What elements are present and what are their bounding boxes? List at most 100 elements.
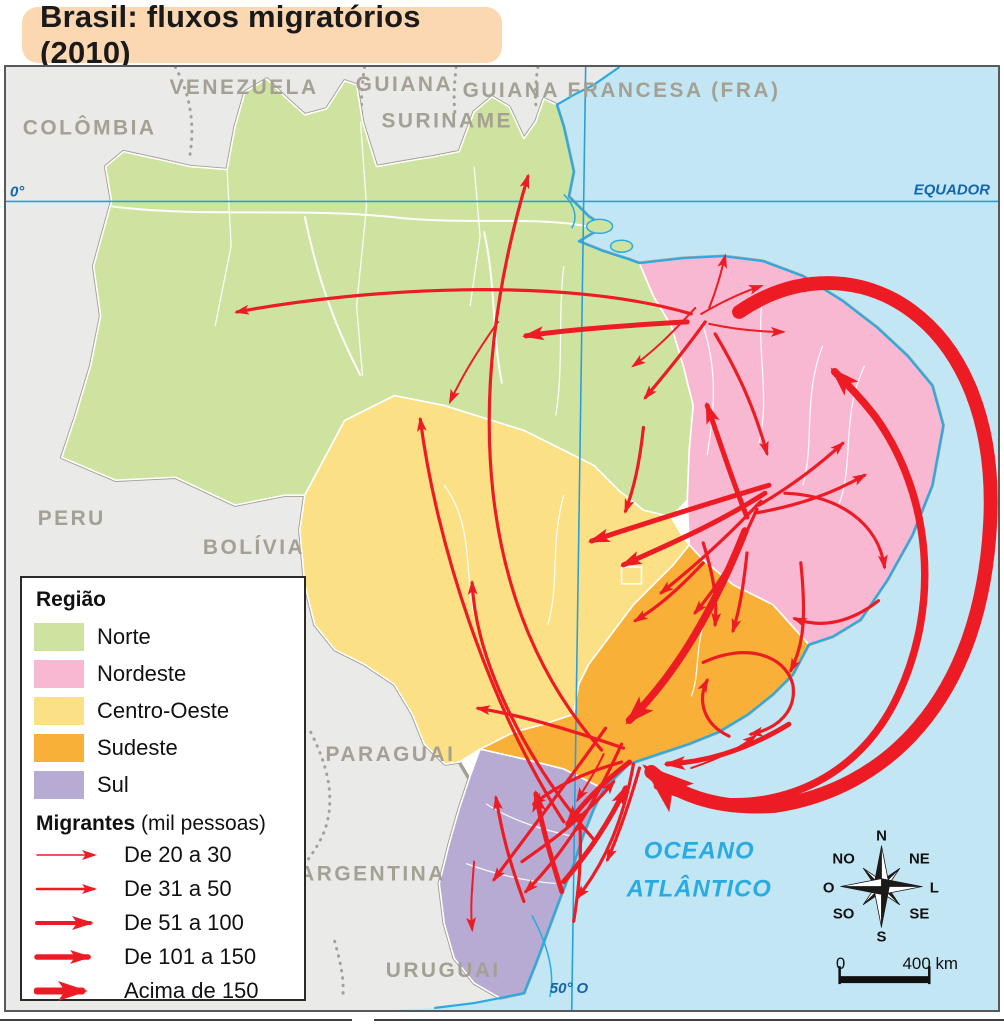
label-suriname: SURINAME [382,110,513,133]
label-colombia: COLÔMBIA [23,116,157,140]
legend-migrants-title: Migrantes (mil pessoas) [36,812,266,835]
compass-n: N [876,828,887,845]
flow-arrow [520,779,616,864]
compass-so: SO [833,905,855,922]
flow-arrow [487,173,604,752]
flow-arrow [466,860,477,933]
svg-text:ATLÂNTICO: ATLÂNTICO [626,874,772,902]
flow-arrow [576,753,605,803]
flow-arrow [565,759,632,828]
grid-lines: 0° EQUADOR 50° O [6,67,998,1010]
flow-arrow [632,561,705,623]
flow-arrow [789,561,806,674]
flow-arrow-sudeste-nordeste-ocean [653,367,929,806]
legend-flow-acima-150: Acima de 150 [34,974,294,1008]
flow-arrow [416,416,566,824]
label-argentina: ARGENTINA [299,863,446,886]
flow-arrow [731,551,749,634]
bottom-divider-left [0,1019,352,1021]
compass-s: S [876,928,886,945]
flow-arrow [700,285,764,315]
swatch-norte [34,622,84,651]
flow-arrow [690,734,758,770]
distrito-federal [620,566,643,585]
flow-arrow [693,507,759,615]
flow-arrow [631,306,697,368]
swatch-nordeste [34,659,84,688]
legend-flow-51-100: De 51 a 100 [34,906,294,940]
compass-se: SE [909,905,929,922]
flow-arrow [757,441,845,507]
flow-arrow [587,482,772,544]
country-labels: COLÔMBIA VENEZUELA GUIANA SURINAME GUIAN… [23,73,781,982]
legend-item-sudeste: Sudeste [34,729,294,766]
legend-item-norte: Norte [34,618,294,655]
state-borders [214,121,866,885]
legend-region-title: Região [36,588,107,611]
flow-arrow-icon [36,850,97,860]
flow-arrow-icon [34,950,92,964]
map-legend: Região Norte Nordeste Centro-Oeste Sudes… [20,576,306,1003]
swatch-sudeste [34,733,84,762]
flow-arrow-icon [35,884,97,894]
flow-arrow [701,651,795,737]
equator-label: EQUADOR [914,181,991,198]
flow-arrow [521,319,690,341]
compass-rose: N NE L SE S SO O NO [823,828,939,946]
flow-arrow [659,499,763,595]
flow-arrow [234,288,693,316]
flow-arrow [575,762,636,900]
flow-arrow [708,253,728,309]
legend-item-centro-oeste: Centro-Oeste [34,692,294,729]
map-title: Brasil: fluxos migratórios (2010) [22,0,502,70]
flow-arrow [701,541,722,628]
compass-ne: NE [909,851,930,868]
map-title-text: Brasil: fluxos migratórios (2010) [40,0,421,70]
legend-flow-20-30: De 20 a 30 [34,838,294,872]
meridian-label: 50° O [550,980,589,997]
flow-arrow-icon [34,981,88,1001]
flow-arrow [492,726,608,882]
swatch-centro-oeste [34,696,84,725]
flow-arrow-nordeste-sudeste-ocean [642,276,998,814]
legend-item-sul: Sul [34,766,294,803]
scale-bar: 0 400 km [836,954,958,985]
flow-arrow [532,790,565,894]
meridian-line [570,67,587,1010]
scale-start-label: 0 [836,954,845,973]
flow-arrow [713,332,769,457]
label-paraguai: PARAGUAI [326,743,456,766]
ocean-label: OCEANO ATLÂNTICO [626,838,772,903]
flow-arrow [467,579,598,844]
water-details [531,193,634,998]
flow-arrow [643,320,707,400]
compass-no: NO [832,851,854,868]
migration-flows [234,173,998,933]
label-uruguai: URUGUAI [386,959,501,982]
bottom-divider-right [374,1019,1004,1021]
flow-arrow [493,794,526,904]
flow-arrow [475,705,626,750]
flow-arrow [572,816,586,923]
flow-arrow [783,491,888,570]
flow-arrow [605,766,642,863]
flow-arrow [708,322,786,337]
flow-arrow [619,490,768,568]
legend-flow-31-50: De 31 a 50 [34,872,294,906]
svg-text:OCEANO: OCEANO [644,838,755,865]
label-guiana: GUIANA [356,73,453,96]
label-venezuela: VENEZUELA [170,76,319,99]
label-peru: PERU [38,507,106,530]
scale-end-label: 400 km [903,954,958,973]
label-guiana-francesa: GUIANA FRANCESA (FRA) [463,79,781,102]
legend-item-nordeste: Nordeste [34,655,294,692]
lat-0-label: 0° [10,183,25,200]
swatch-sul [34,770,84,799]
flow-arrow [623,425,646,514]
label-bolivia: BOLÍVIA [203,536,305,559]
flow-arrow [697,677,731,738]
legend-flow-101-150: De 101 a 150 [34,940,294,974]
compass-l: L [930,879,939,896]
flow-arrow-icon [35,916,94,930]
compass-o: O [823,879,835,896]
